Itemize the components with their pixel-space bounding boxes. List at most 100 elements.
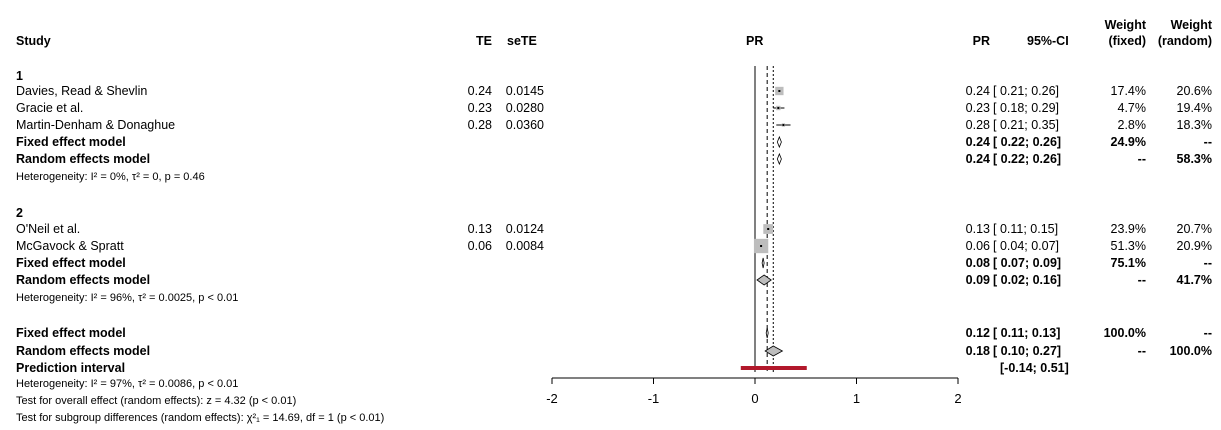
study-te: 0.24: [467, 84, 492, 98]
study-name: Davies, Read & Shevlin: [16, 84, 148, 98]
study-weight-random: 20.7%: [1176, 222, 1212, 236]
summary-diamond: [764, 345, 784, 357]
fixed-model-pr: 0.08: [965, 256, 990, 270]
study-pr: 0.23: [965, 101, 990, 115]
study-point: [778, 90, 781, 92]
header-study: Study: [16, 34, 51, 48]
overall-random-ci: [ 0.10; 0.27]: [993, 344, 1062, 358]
overall-random-label: Random effects model: [16, 344, 151, 358]
random-model-label: Random effects model: [16, 152, 151, 166]
header-pr: PR: [972, 34, 990, 48]
study-weight-random: 20.9%: [1176, 239, 1212, 253]
study-ci: [ 0.21; 0.26]: [993, 84, 1060, 98]
study-weight-fixed: 4.7%: [1117, 101, 1147, 115]
study-point: [777, 107, 780, 109]
study-ci: [ 0.04; 0.07]: [993, 239, 1060, 253]
study-sete: 0.0084: [505, 239, 544, 253]
header-te: TE: [476, 34, 492, 48]
header-sete: seTE: [507, 34, 537, 48]
study-weight-random: 20.6%: [1176, 84, 1212, 98]
study-sete: 0.0124: [505, 222, 544, 236]
x-tick-label: 1: [853, 391, 860, 406]
summary-diamond: [765, 327, 769, 339]
study-weight-fixed: 17.4%: [1110, 84, 1146, 98]
random-model-ci: [ 0.02; 0.16]: [993, 273, 1062, 287]
fixed-model-weight-random: --: [1203, 135, 1212, 149]
overall-fixed-weight-fixed: 100.0%: [1103, 326, 1146, 340]
fixed-model-label: Fixed effect model: [16, 135, 126, 149]
overall-random-pr: 0.18: [965, 344, 990, 358]
header-ci: 95%-CI: [1027, 34, 1069, 48]
heterogeneity-text: Heterogeneity: I² = 97%, τ² = 0.0086, p …: [16, 378, 239, 390]
study-weight-fixed: 2.8%: [1117, 118, 1147, 132]
study-pr: 0.06: [965, 239, 990, 253]
random-model-pr: 0.09: [965, 273, 990, 287]
header-weight-fixed-1: Weight: [1104, 18, 1146, 32]
x-tick-label: -2: [546, 391, 558, 406]
fixed-model-label: Fixed effect model: [16, 256, 126, 270]
plot-marks: [740, 86, 807, 370]
study-name: Gracie et al.: [16, 101, 84, 115]
overall-fixed-weight-random: --: [1203, 326, 1212, 340]
study-pr: 0.13: [965, 222, 990, 236]
study-point: [767, 228, 770, 230]
overall-random-weight-fixed: --: [1137, 344, 1146, 358]
x-tick-label: 0: [751, 391, 758, 406]
study-weight-fixed: 23.9%: [1110, 222, 1146, 236]
random-model-weight-fixed: --: [1137, 152, 1146, 166]
prediction-interval-bar: [740, 366, 807, 370]
fixed-model-weight-fixed: 24.9%: [1110, 135, 1146, 149]
random-model-pr: 0.24: [965, 152, 990, 166]
study-te: 0.06: [467, 239, 492, 253]
study-weight-fixed: 51.3%: [1110, 239, 1146, 253]
summary-diamond: [756, 274, 772, 286]
study-sete: 0.0280: [505, 101, 544, 115]
study-point: [782, 124, 785, 126]
study-ci: [ 0.21; 0.35]: [993, 118, 1060, 132]
study-weight-random: 18.3%: [1176, 118, 1212, 132]
study-pr: 0.24: [965, 84, 990, 98]
study-point: [760, 245, 763, 247]
random-model-ci: [ 0.22; 0.26]: [993, 152, 1062, 166]
fixed-model-ci: [ 0.22; 0.26]: [993, 135, 1062, 149]
random-model-weight-random: 41.7%: [1176, 273, 1212, 287]
overall-fixed-ci: [ 0.11; 0.13]: [993, 326, 1061, 340]
test-overall-effect: Test for overall effect (random effects)…: [16, 395, 297, 407]
fixed-model-ci: [ 0.07; 0.09]: [993, 256, 1062, 270]
study-name: McGavock & Spratt: [16, 239, 124, 253]
study-te: 0.28: [467, 118, 492, 132]
fixed-model-pr: 0.24: [965, 135, 990, 149]
overall-fixed-pr: 0.12: [965, 326, 990, 340]
subgroup-label-2: 2: [16, 206, 23, 220]
study-weight-random: 19.4%: [1176, 101, 1212, 115]
subgroup-label-1: 1: [16, 69, 23, 83]
test-subgroup-differences: Test for subgroup differences (random ef…: [16, 412, 385, 424]
summary-diamond: [776, 152, 782, 166]
study-sete: 0.0360: [505, 118, 544, 132]
random-model-weight-fixed: --: [1137, 273, 1146, 287]
fixed-model-weight-fixed: 75.1%: [1110, 256, 1146, 270]
random-model-weight-random: 58.3%: [1176, 152, 1212, 166]
header-weight-fixed-2: (fixed): [1108, 34, 1147, 48]
study-ci: [ 0.11; 0.15]: [993, 222, 1059, 236]
header-weight-random-1: Weight: [1170, 18, 1212, 32]
x-axis: -2 -1 0 1 2: [546, 377, 962, 406]
study-name: Martin-Denham & Donaghue: [16, 118, 176, 132]
study-name: O'Neil et al.: [16, 222, 81, 236]
overall-fixed-label: Fixed effect model: [16, 326, 126, 340]
heterogeneity-text: Heterogeneity: I² = 96%, τ² = 0.0025, p …: [16, 292, 239, 304]
summary-diamond: [761, 257, 765, 269]
random-model-label: Random effects model: [16, 273, 151, 287]
study-sete: 0.0145: [505, 84, 544, 98]
summary-diamond: [776, 135, 782, 149]
x-tick-label: -1: [648, 391, 660, 406]
study-te: 0.23: [467, 101, 492, 115]
reference-lines: [754, 66, 774, 372]
fixed-model-weight-random: --: [1203, 256, 1212, 270]
prediction-interval-ci: [-0.14; 0.51]: [1000, 361, 1069, 375]
overall-random-weight-random: 100.0%: [1169, 344, 1212, 358]
study-ci: [ 0.18; 0.29]: [993, 101, 1060, 115]
study-pr: 0.28: [965, 118, 990, 132]
heterogeneity-text: Heterogeneity: I² = 0%, τ² = 0, p = 0.46: [16, 171, 205, 183]
